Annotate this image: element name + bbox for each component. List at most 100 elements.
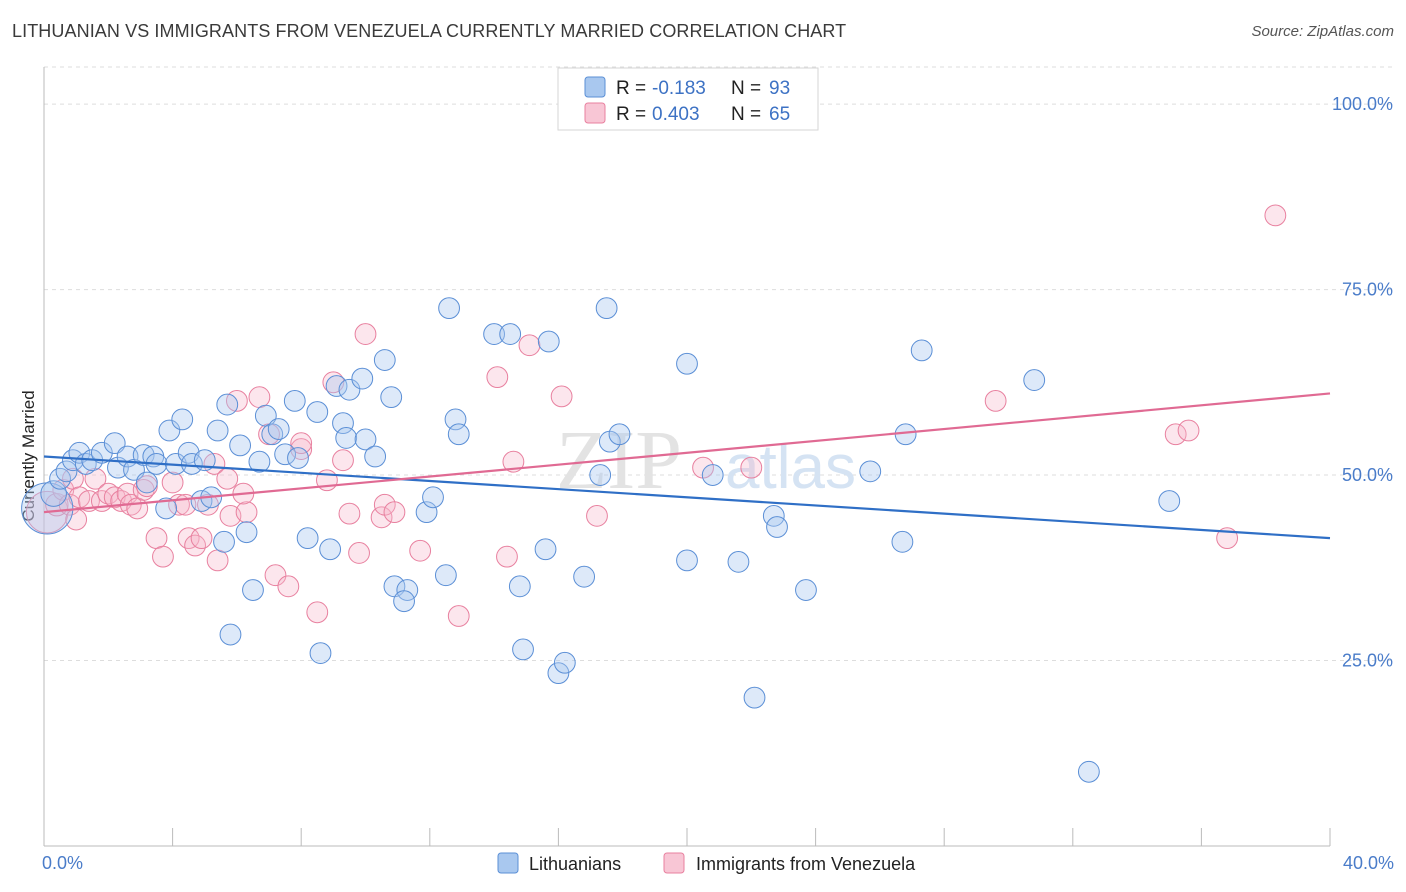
point-venezuela <box>103 486 126 509</box>
legend-n-label-1: N = <box>731 78 761 99</box>
point-lithuanian <box>859 460 882 483</box>
point-lithuanian <box>891 530 914 553</box>
point-venezuela <box>126 497 149 520</box>
point-lithuanian <box>283 389 306 412</box>
chart-source: Source: ZipAtlas.com <box>1251 23 1394 40</box>
legend-n-value-2: 65 <box>769 104 790 125</box>
point-lithuanian <box>296 527 319 550</box>
point-lithuanian <box>319 538 342 561</box>
point-lithuanian <box>180 453 203 475</box>
point-lithuanian <box>795 579 817 601</box>
trend-line-venezuela <box>43 392 1331 514</box>
legend-box: R = -0.183 N = 93 R = 0.403 N = 65 <box>557 67 819 131</box>
point-lithuanian <box>589 464 612 486</box>
point-lithuanian <box>213 530 235 553</box>
point-venezuela <box>740 456 763 479</box>
point-venezuela <box>306 601 329 624</box>
legend-r-value-2: 0.403 <box>652 104 700 125</box>
y-axis-title: Currently Married <box>19 390 38 521</box>
legend-r-value-1: -0.183 <box>652 78 706 99</box>
point-venezuela <box>1164 423 1187 446</box>
point-venezuela <box>586 504 608 527</box>
point-lithuanian <box>351 367 374 390</box>
point-lithuanian <box>483 323 506 345</box>
point-venezuela <box>322 371 345 394</box>
point-lithuanian <box>216 393 239 416</box>
point-venezuela <box>184 534 207 557</box>
bottom-legend: Lithuanians Immigrants from Venezuela <box>497 852 916 874</box>
point-lithuanian <box>171 408 194 431</box>
point-lithuanian <box>267 418 290 440</box>
y-tick-label: 75.0% <box>1342 280 1393 300</box>
point-venezuela <box>219 504 242 527</box>
series-lithuanians-points <box>21 297 1181 783</box>
point-lithuanian <box>553 651 576 674</box>
point-venezuela <box>550 385 573 408</box>
point-lithuanian <box>354 428 377 451</box>
point-lithuanian <box>235 521 258 544</box>
y-tick-labels: 25.0% 50.0% 75.0% 100.0% <box>1332 94 1393 670</box>
point-venezuela <box>78 490 100 512</box>
point-venezuela <box>409 539 432 562</box>
point-venezuela <box>518 334 541 357</box>
point-lithuanian <box>434 564 457 587</box>
legend-n-label-2: N = <box>731 104 761 125</box>
point-venezuela <box>1264 204 1287 227</box>
point-lithuanian <box>1158 490 1181 512</box>
point-venezuela <box>486 366 509 389</box>
point-lithuanian <box>248 450 271 473</box>
point-venezuela <box>145 527 168 550</box>
legend-r-label-2: R = <box>616 104 646 125</box>
y-tick-label: 50.0% <box>1342 465 1393 485</box>
point-lithuanian <box>447 423 470 446</box>
point-lithuanian <box>676 549 698 572</box>
point-lithuanian <box>158 419 181 442</box>
point-lithuanian <box>229 434 252 457</box>
trend-lines <box>43 392 1331 540</box>
point-venezuela <box>496 545 518 568</box>
point-venezuela <box>161 471 184 494</box>
bottom-legend-swatch-venezuela <box>663 852 685 874</box>
point-venezuela <box>190 527 213 550</box>
point-lithuanian <box>508 575 531 598</box>
point-lithuanian <box>415 501 438 524</box>
point-venezuela <box>338 502 361 525</box>
point-lithuanian <box>287 447 309 469</box>
point-lithuanian <box>55 460 78 483</box>
point-lithuanian <box>373 349 396 371</box>
point-lithuanian <box>512 638 534 661</box>
point-lithuanian <box>135 471 158 494</box>
point-lithuanian <box>676 352 698 375</box>
point-lithuanian <box>608 423 631 446</box>
point-lithuanian <box>534 538 557 561</box>
axes <box>43 67 1330 847</box>
point-lithuanian <box>155 497 178 520</box>
bottom-legend-label-venezuela: Immigrants from Venezuela <box>696 854 916 874</box>
point-lithuanian <box>325 375 348 397</box>
point-venezuela <box>1177 419 1200 442</box>
point-lithuanian <box>1023 369 1046 391</box>
point-venezuela <box>264 564 287 587</box>
point-lithuanian <box>332 412 354 435</box>
x-tick-label-max: 40.0% <box>1343 853 1394 873</box>
point-lithuanian <box>573 565 596 588</box>
point-venezuela <box>277 575 300 598</box>
point-venezuela <box>177 527 200 550</box>
point-lithuanian <box>219 623 242 646</box>
trend-line-lithuanians <box>43 455 1331 540</box>
point-lithuanian <box>1077 760 1100 783</box>
legend-r-label-1: R = <box>616 78 646 99</box>
point-lithuanian <box>335 427 358 449</box>
point-lithuanian <box>499 323 522 345</box>
point-venezuela <box>354 323 377 345</box>
point-lithuanian <box>242 579 264 601</box>
point-lithuanian <box>49 467 71 490</box>
watermark: ZIP atlas <box>556 414 856 507</box>
point-venezuela <box>152 545 174 568</box>
point-lithuanian <box>438 297 460 320</box>
point-lithuanian <box>103 432 126 455</box>
point-lithuanian <box>132 444 155 466</box>
point-venezuela <box>216 467 239 490</box>
point-venezuela <box>383 501 406 524</box>
